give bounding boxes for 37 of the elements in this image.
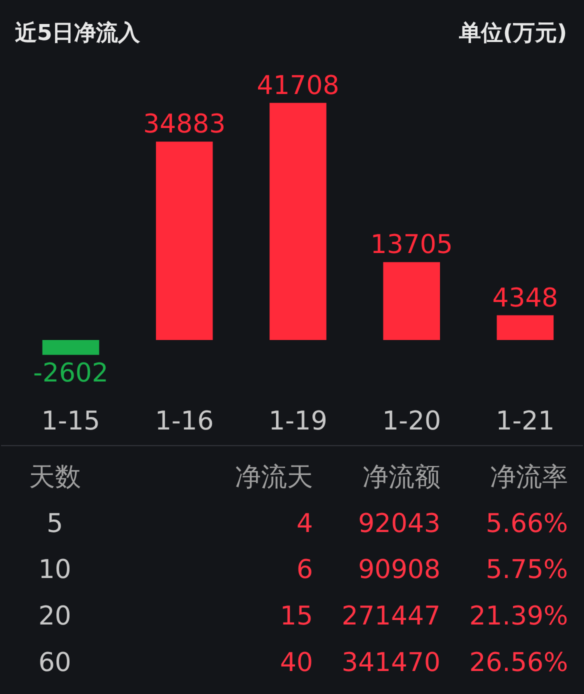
text: 天数	[28, 462, 81, 493]
bar	[42, 340, 100, 355]
bar	[496, 315, 554, 340]
text: 5.75%	[486, 555, 568, 586]
x-tick-label: 1-16	[154, 406, 214, 437]
bar	[270, 102, 326, 340]
text: 20	[38, 602, 72, 632]
text: 60	[38, 648, 72, 678]
text: 10	[38, 555, 72, 586]
data-label: 41708	[256, 70, 340, 101]
text: 341470	[342, 648, 440, 678]
text: 5	[46, 508, 64, 539]
data-label: 13705	[370, 230, 453, 260]
text: 净流天	[234, 462, 313, 493]
text: 5.66%	[486, 508, 568, 539]
data-label: -2602	[33, 358, 108, 389]
text: 净流额	[362, 462, 440, 493]
text: 26.56%	[469, 648, 568, 678]
text: 21.39%	[469, 602, 568, 632]
text: 92043	[358, 508, 440, 539]
data-label: 4348	[492, 283, 558, 314]
chart-title: 近5日净流入	[14, 20, 142, 46]
text: 271447	[342, 602, 440, 632]
x-tick-label: 1-21	[496, 406, 555, 437]
data-label: 34883	[143, 110, 226, 140]
x-tick-label: 1-20	[382, 406, 441, 437]
text: 4	[296, 508, 313, 539]
text: 40	[280, 648, 313, 678]
chart-subtitle: 单位(万元)	[458, 21, 568, 46]
text: 6	[296, 555, 313, 586]
text: 90908	[358, 555, 440, 586]
bar	[383, 262, 440, 340]
x-tick-label: 1-19	[268, 406, 328, 437]
text: 净流率	[490, 462, 568, 493]
x-tick-label: 1-15	[41, 406, 100, 437]
bar	[156, 142, 213, 340]
text: 15	[280, 602, 313, 632]
